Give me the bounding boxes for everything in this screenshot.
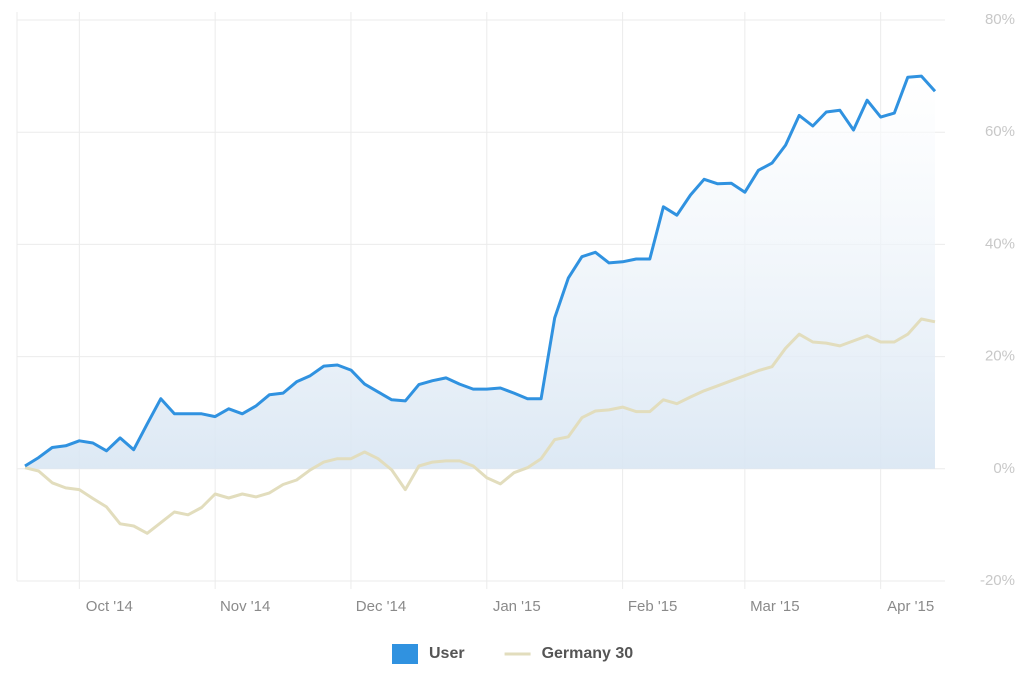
series-line: [24, 74, 937, 468]
x-tick-label: Nov '14: [220, 598, 270, 615]
x-tick-label: Mar '15: [750, 598, 800, 615]
x-tick-label: Oct '14: [86, 598, 133, 615]
legend-label[interactable]: Germany 30: [542, 645, 634, 662]
legend-swatch[interactable]: [392, 644, 418, 664]
y-tick-label: 40%: [985, 235, 1015, 252]
y-tick-label: 80%: [985, 11, 1015, 28]
x-tick-label: Jan '15: [493, 598, 541, 615]
x-tick-label: Dec '14: [356, 598, 406, 615]
series-line: [24, 317, 936, 535]
x-tick-label: Feb '15: [628, 598, 678, 615]
y-tick-label: 0%: [993, 460, 1015, 477]
x-tick-label: Apr '15: [887, 598, 934, 615]
area-fill: [25, 76, 935, 469]
y-tick-label: 20%: [985, 348, 1015, 365]
y-tick-label: 60%: [985, 123, 1015, 140]
legend-label[interactable]: User: [429, 645, 465, 662]
y-tick-label: -20%: [980, 572, 1015, 589]
